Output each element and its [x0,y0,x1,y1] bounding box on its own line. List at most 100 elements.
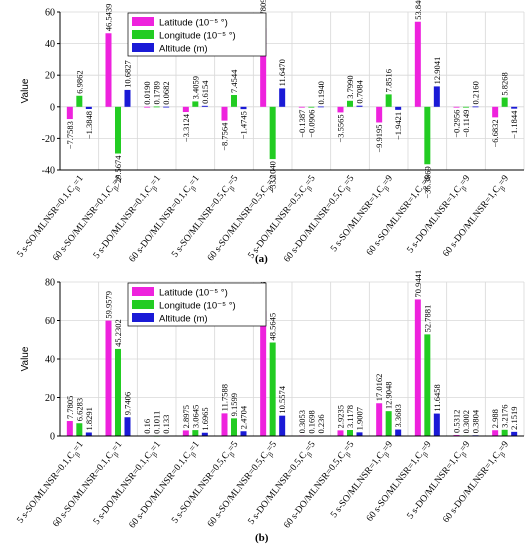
bar-longitude [347,100,353,107]
x-tick-label: 5 s-SO/MLNSR=0.5,Cβ=5 [170,439,243,527]
bar-altitude [511,431,518,436]
legend-label: Latitude (10⁻⁵ °) [159,18,228,29]
legend-label: Latitude (10⁻⁵ °) [159,288,228,299]
data-label: −1.3848 [84,111,94,139]
y-tick-label: 40 [45,39,55,50]
x-tick-label: 60 s-DO/MLNSR=0.5,Cβ=5 [282,439,359,532]
legend-swatch-longitude [132,30,154,39]
data-label: 0.3002 [461,410,471,433]
data-label: 0.3053 [297,410,307,433]
x-tick-label: 60 s-DO/MLNSR=0.1,Cβ=1 [128,439,205,532]
bar-latitude [221,106,228,121]
legend-swatch-longitude [132,300,154,309]
bar-longitude [424,334,431,436]
bar-latitude [414,299,421,436]
x-tick-label: 60 s-DO/MLNSR=1,Cβ=9 [441,439,513,526]
data-label: −3.3124 [181,113,191,142]
x-tick-label: 60 s-SO/MLNSR=0.5,Cβ=5 [206,439,282,531]
data-label: 7.4544 [229,69,239,93]
data-label: −6.6832 [490,119,500,147]
y-axis-title: Value [20,346,31,371]
bar-latitude [492,430,499,436]
x-tick-label: 5 s-SO/MLNSR=0.1,Cβ=1 [16,173,89,261]
bar-latitude [66,106,73,120]
bar-longitude [308,106,315,108]
data-label: 2.4704 [239,405,249,429]
data-label: 0.1789 [152,81,162,104]
data-label: 0.1011 [152,411,162,434]
y-tick-label: 20 [45,393,55,404]
data-label: 17.0162 [374,374,384,402]
data-label: 0.0190 [142,81,152,104]
data-label: 1.8291 [84,407,94,430]
data-label: 0.1698 [306,410,316,433]
y-tick-label: 0 [50,432,55,443]
bar-altitude [356,105,363,107]
bar-altitude [433,86,440,107]
x-tick-label: 60 s-DO/MLNSR=1,Cβ=9 [441,173,513,260]
bar-latitude [260,311,267,436]
y-tick-label: -40 [42,166,55,177]
data-label: 7.7805 [65,396,75,419]
bar-altitude [124,89,131,107]
bar-longitude [385,94,392,107]
data-label: 0.5312 [452,410,462,433]
data-label: 3.4059 [190,76,200,99]
bar-longitude [424,106,431,165]
data-label: 3.2176 [500,404,510,427]
bar-latitude [66,421,73,436]
x-tick-label: 5 s-DO/MLNSR=0.1,Cβ=1 [92,173,166,262]
x-tick-label: 60 s-DO/MLNSR=0.5,Cβ=5 [282,173,359,266]
bar-altitude [317,106,324,108]
bar-latitude [376,403,383,436]
bar-latitude [337,106,344,113]
data-label: 0.236 [316,414,326,433]
bar-latitude [453,106,460,108]
data-label: −9.9195 [374,124,384,152]
data-label: 0.7084 [355,80,365,104]
bar-latitude [453,434,460,436]
bar-latitude [182,106,189,113]
data-label: 5.8268 [500,72,510,95]
x-tick-label: 5 s-SO/MLNSR=0.1,Cβ=1 [16,439,89,527]
data-label: −0.0906 [306,110,316,138]
data-label: −1.9421 [393,112,403,140]
bar-longitude [501,429,508,436]
bar-latitude [182,430,189,436]
bar-altitude [85,432,92,436]
data-label: −36.3669 [422,166,432,198]
x-tick-label: 60 s-SO/MLNSR=1,Cβ=9 [365,173,436,259]
bar-longitude [76,95,83,107]
bar-altitude [124,417,131,436]
data-label: 11.7588 [220,384,230,411]
data-label: 0.2160 [471,81,481,104]
data-label: 7.8516 [384,69,394,92]
y-tick-label: 60 [45,8,55,19]
data-label: 0.0682 [161,81,171,104]
data-label: 0.6154 [200,80,210,104]
data-label: 3.3683 [393,404,403,427]
data-label: 10.5574 [277,385,287,413]
data-label: 0.16 [142,419,152,434]
data-label: 1.6965 [200,407,210,430]
data-label: 9.1599 [229,393,239,416]
bar-altitude [201,432,208,436]
x-tick-label: 5 s-SO/MLNSR=0.5,Cβ=5 [170,173,243,261]
data-label: −1.4745 [239,111,249,139]
bar-longitude [501,97,508,107]
data-label: −0.1387 [297,110,307,138]
y-tick-label: -20 [42,134,55,145]
bar-longitude [115,106,121,154]
data-label: 45.2302 [113,319,123,347]
legend-swatch-latitude [132,287,154,296]
legend-label: Altitude (m) [159,314,208,325]
x-tick-label: 5 s-DO/MLNSR=0.5,Cβ=5 [247,439,321,528]
bar-latitude [492,106,499,118]
y-tick-label: 20 [45,71,55,82]
y-tick-label: 40 [45,355,55,366]
legend-swatch-altitude [132,43,154,52]
x-tick-label: 60 s-SO/MLNSR=0.1,Cβ=1 [51,439,127,531]
bar-longitude [347,429,353,436]
data-label: 2.8975 [181,405,191,428]
bar-altitude [395,106,402,110]
